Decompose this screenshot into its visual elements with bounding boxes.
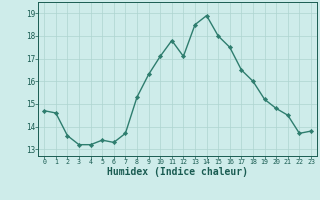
X-axis label: Humidex (Indice chaleur): Humidex (Indice chaleur) bbox=[107, 167, 248, 177]
